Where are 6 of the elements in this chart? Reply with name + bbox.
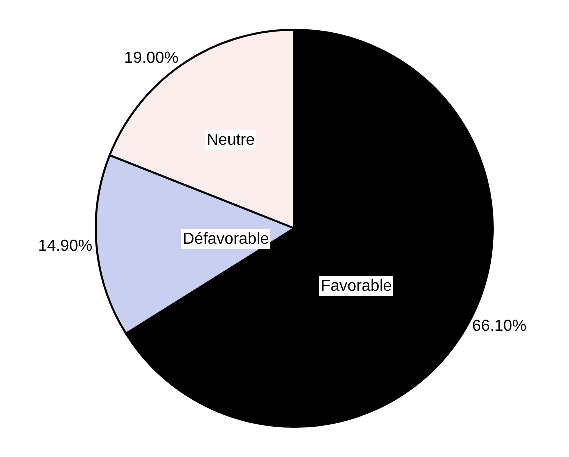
slice-label: Favorable <box>321 278 392 295</box>
slice-label: Défavorable <box>183 231 270 248</box>
data-label: 66.10% <box>472 318 527 336</box>
data-label: 14.90% <box>38 238 93 256</box>
slice-label: Neutre <box>207 132 256 149</box>
data-label: 19.00% <box>124 50 179 68</box>
